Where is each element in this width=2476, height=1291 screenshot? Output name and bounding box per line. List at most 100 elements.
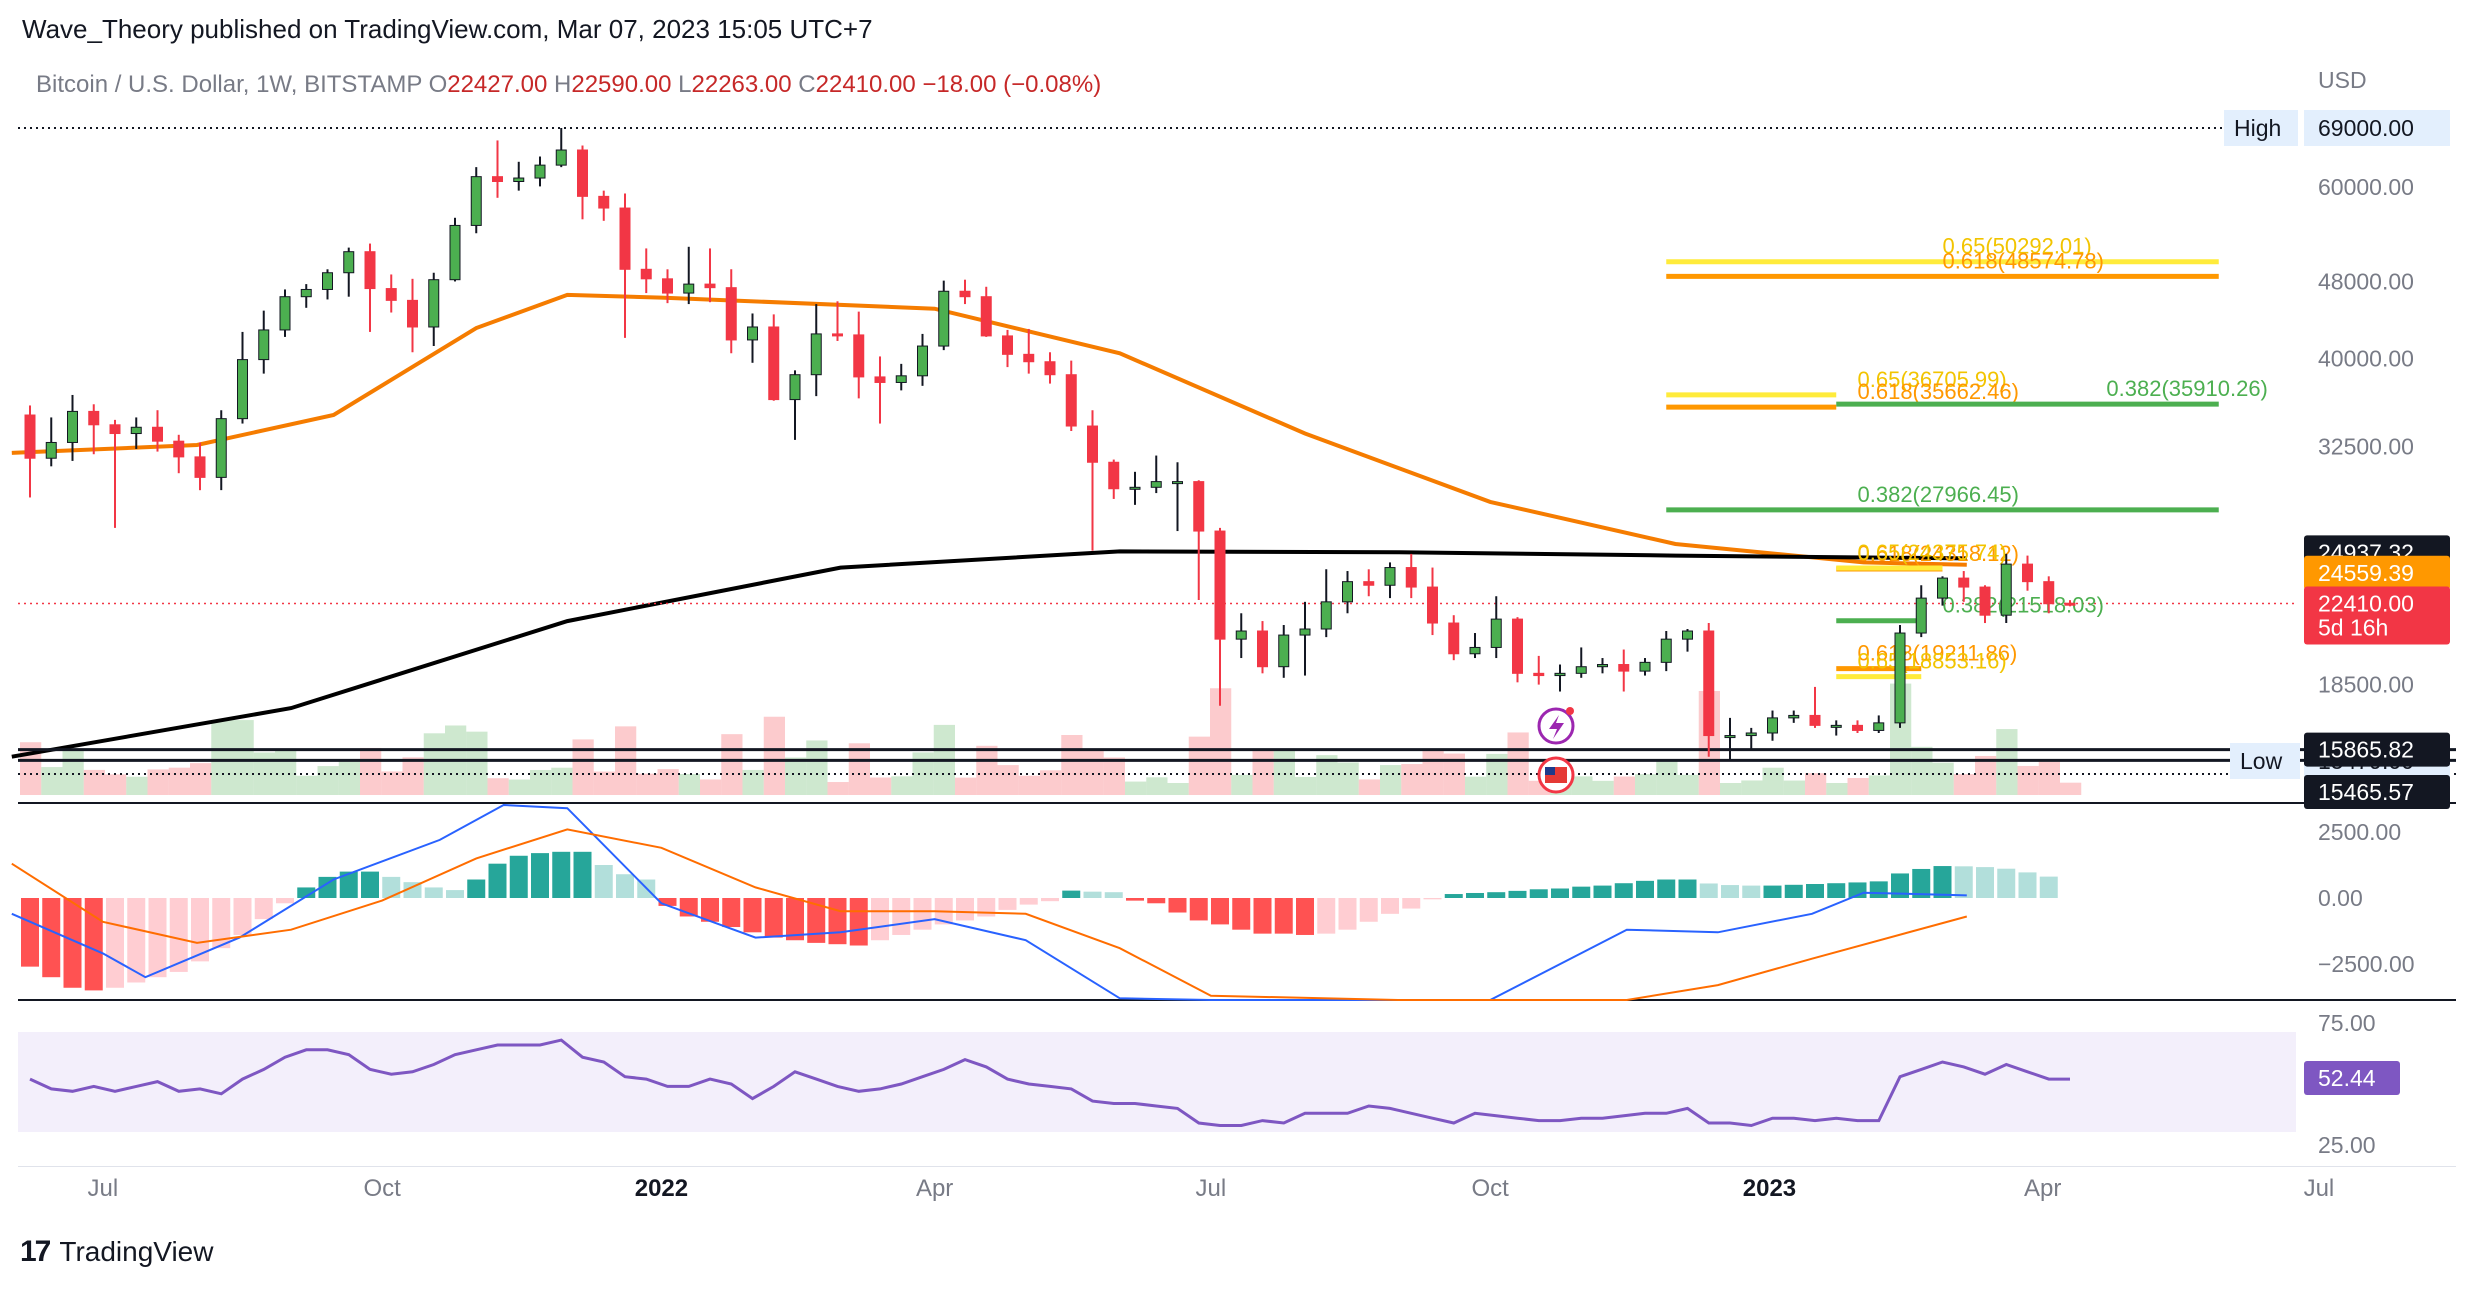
volume-bar bbox=[1592, 780, 1614, 795]
volume-bar bbox=[1486, 753, 1508, 795]
candle-body bbox=[279, 296, 291, 331]
volume-bar bbox=[508, 779, 530, 795]
macd-histogram-bar bbox=[998, 898, 1017, 910]
volume-bar bbox=[785, 757, 807, 795]
volume-bar bbox=[1656, 759, 1678, 795]
legend-part: Bitcoin / U.S. Dollar, 1W, BITSTAMP bbox=[36, 71, 429, 98]
candle-body bbox=[1320, 601, 1332, 630]
candle-body bbox=[194, 456, 206, 478]
legend-part: 22590.00 bbox=[571, 71, 678, 98]
volume-bar bbox=[1762, 767, 1784, 795]
tradingview-logo-icon[interactable]: 17 bbox=[20, 1235, 51, 1268]
macd-histogram-bar bbox=[382, 876, 401, 898]
candle-body bbox=[1108, 461, 1120, 490]
macd-histogram-bar bbox=[1062, 890, 1081, 898]
volume-bar bbox=[848, 743, 870, 795]
candle-body bbox=[385, 288, 397, 301]
volume-bar bbox=[1082, 748, 1104, 795]
volume-bar bbox=[296, 775, 318, 795]
candle-body bbox=[1597, 664, 1608, 668]
candle-body bbox=[1278, 634, 1290, 668]
fib-level-label: 0.618(24318.12) bbox=[1858, 541, 2019, 566]
volume-bar bbox=[593, 771, 615, 795]
rsi-axis-tick-label: 25.00 bbox=[2318, 1132, 2376, 1158]
volume-bar bbox=[211, 720, 233, 795]
price-axis-tick-label: 18500.00 bbox=[2318, 672, 2414, 698]
candle-body bbox=[1427, 586, 1438, 624]
macd-histogram-bar bbox=[106, 898, 124, 988]
volume-bar bbox=[530, 769, 552, 795]
price-scale-label: 24559.39 bbox=[2318, 560, 2414, 586]
us-flag-canton-icon bbox=[1545, 767, 1555, 775]
volume-bar bbox=[870, 777, 892, 795]
price-axis-tick-label: 48000.00 bbox=[2318, 268, 2414, 294]
time-axis-tick-label: Jul bbox=[2304, 1175, 2335, 1202]
ema200-line bbox=[11, 549, 1967, 759]
macd-histogram-bar bbox=[743, 898, 762, 933]
candle-body bbox=[152, 426, 163, 442]
candle-body bbox=[1554, 672, 1566, 677]
candle-body bbox=[322, 272, 333, 290]
macd-histogram-bar bbox=[807, 898, 826, 943]
candle-body bbox=[853, 334, 865, 378]
macd-histogram-bar bbox=[1869, 881, 1888, 898]
candle-body bbox=[109, 424, 121, 435]
volume-bar bbox=[1358, 779, 1380, 795]
macd-histogram-bar bbox=[127, 898, 146, 983]
volume-bar bbox=[1337, 762, 1359, 795]
rsi-band bbox=[18, 1032, 2296, 1132]
footer-brand[interactable]: TradingView bbox=[59, 1236, 214, 1267]
macd-histogram-bar bbox=[1614, 883, 1633, 898]
candle-body bbox=[1193, 481, 1205, 532]
macd-histogram-bar bbox=[1189, 898, 1208, 921]
fib-level-label: 0.382(21518.03) bbox=[1943, 593, 2104, 618]
macd-histogram-bar bbox=[1827, 883, 1846, 898]
volume-bar bbox=[1295, 776, 1317, 795]
candle-body bbox=[1363, 581, 1375, 586]
candle-body bbox=[1575, 666, 1587, 674]
candle-body bbox=[173, 440, 185, 458]
time-axis-tick-label: Oct bbox=[1472, 1175, 1510, 1202]
ema50-line bbox=[11, 292, 1967, 567]
volume-bar bbox=[1677, 774, 1699, 795]
candle-body bbox=[2000, 563, 2012, 616]
volume-bar bbox=[1953, 774, 1975, 795]
volume-bar bbox=[1507, 732, 1529, 795]
volume-bar bbox=[381, 771, 403, 795]
macd-histogram-bar bbox=[531, 853, 549, 898]
volume-bar bbox=[402, 757, 424, 795]
volume-bar bbox=[955, 777, 977, 795]
candle-body bbox=[1023, 353, 1035, 363]
high-marker-value-bg bbox=[2304, 110, 2450, 146]
volume-bar bbox=[1932, 762, 1954, 795]
macd-histogram-bar bbox=[339, 871, 358, 898]
candle-body bbox=[45, 441, 57, 459]
time-axis-tick-label: 2023 bbox=[1743, 1175, 1796, 1202]
candle-body bbox=[1172, 481, 1183, 485]
macd-histogram-bar bbox=[509, 855, 528, 898]
volume-bar bbox=[1422, 748, 1444, 795]
volume-bar bbox=[827, 782, 849, 795]
macd-histogram-bar bbox=[191, 898, 209, 962]
macd-histogram-bar bbox=[1168, 898, 1187, 913]
volume-bar bbox=[1061, 735, 1083, 795]
macd-histogram-bar bbox=[1083, 891, 1102, 898]
volume-bar bbox=[976, 745, 998, 795]
macd-histogram-bar bbox=[1466, 892, 1484, 898]
candle-body bbox=[1852, 724, 1863, 731]
candle-body bbox=[1660, 638, 1672, 663]
candle-body bbox=[492, 176, 503, 182]
volume-bar bbox=[1146, 777, 1168, 795]
candle-body bbox=[662, 278, 673, 294]
rsi-value-label-bg bbox=[2304, 1061, 2400, 1096]
price-scale-label: 15465.57 bbox=[2318, 779, 2414, 805]
volume-bar bbox=[1783, 780, 1805, 795]
volume-bar bbox=[338, 761, 360, 795]
candle-body bbox=[237, 359, 248, 420]
volume-bar bbox=[1231, 774, 1253, 795]
macd-histogram-bar bbox=[1338, 898, 1357, 930]
candle-body bbox=[1469, 646, 1481, 655]
volume-bar bbox=[487, 778, 509, 795]
